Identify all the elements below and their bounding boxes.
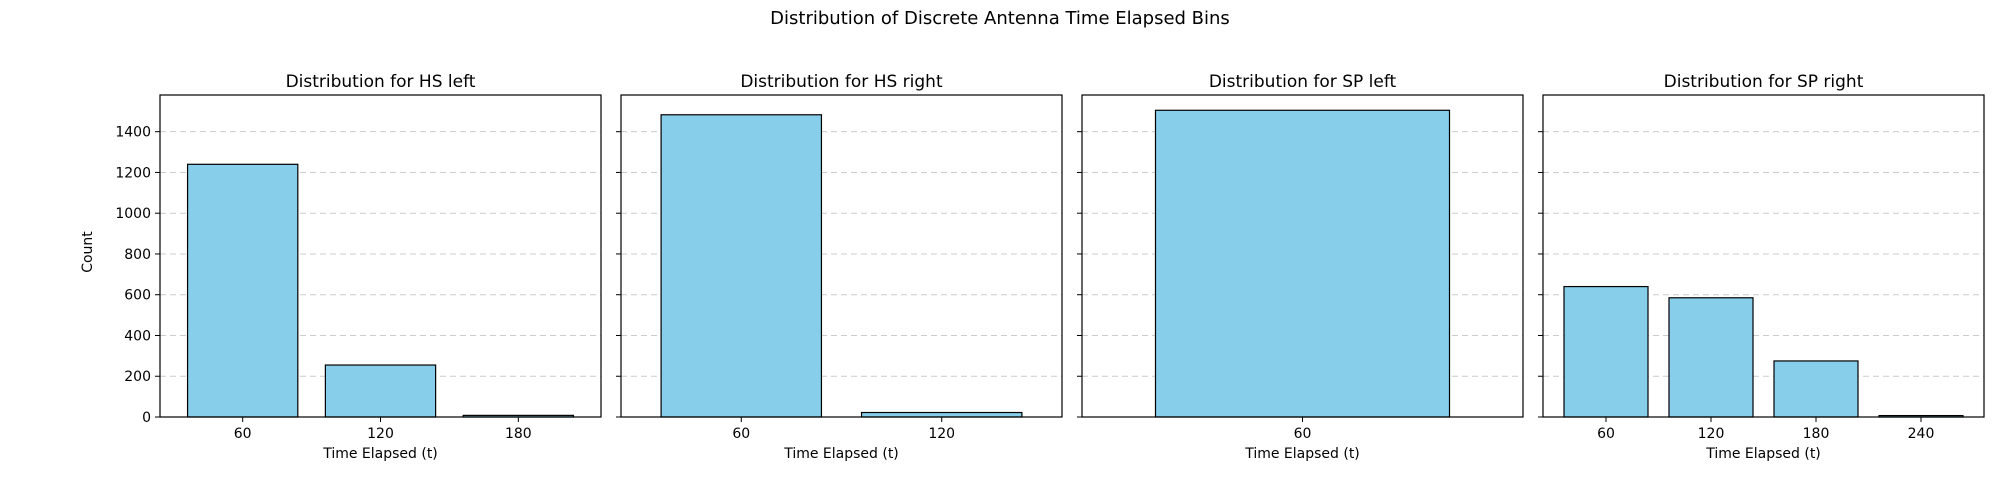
x-tick-label: 60 (732, 426, 750, 442)
subplot-1: 0 200 400 600 800 1000 1200 1400 60 120 180 Distrib… (115, 72, 602, 462)
y-axis-label: Count (80, 231, 96, 273)
subplot-3: 60 Distribution for SP left Time Elapsed (… (1077, 72, 1524, 462)
figure-title: Distribution of Discrete Antenna Time El… (770, 8, 1230, 29)
x-tick-label: 180 (505, 426, 532, 442)
bar-120 (324, 364, 437, 418)
y-tick-label: 1400 (115, 125, 151, 141)
x-tick-label: 120 (928, 426, 955, 442)
x-tick-label: 60 (1597, 426, 1615, 442)
subplot-2: 60 120 Distribution for HS right Time Elaps… (616, 72, 1063, 462)
bar-120 (860, 411, 1023, 418)
x-axis-label: Time Elapsed (t) (1244, 446, 1360, 462)
x-tick-label: 120 (367, 426, 394, 442)
x-axis-label: Time Elapsed (t) (322, 446, 438, 462)
x-tick-label: 180 (1803, 426, 1830, 442)
bar-60 (1154, 109, 1451, 418)
subplot-title: Distribution for HS right (740, 72, 943, 92)
bar-60 (660, 114, 823, 418)
subplot-title: Distribution for SP right (1664, 72, 1864, 92)
subplot-4: 60 120 180 240 Distribution for SP right Time… (1538, 72, 1985, 462)
y-tick-label: 200 (124, 369, 151, 385)
x-axis-label: Time Elapsed (t) (1705, 446, 1821, 462)
y-tick-label: 0 (142, 410, 151, 426)
x-tick-label: 60 (1294, 426, 1312, 442)
bar-60 (186, 163, 299, 418)
subplot-title: Distribution for HS left (286, 72, 476, 92)
subplot-title: Distribution for SP left (1209, 72, 1397, 92)
x-tick-label: 240 (1908, 426, 1935, 442)
axes-frame (620, 94, 1063, 418)
x-tick-label: 120 (1698, 426, 1725, 442)
bar-120 (1668, 297, 1754, 418)
y-tick-label: 1000 (115, 206, 151, 222)
bar-180 (1773, 360, 1859, 418)
x-tick-label: 60 (234, 426, 252, 442)
subplots: 0 200 400 600 800 1000 1200 1400 60 120 180 Distrib… (115, 72, 1985, 462)
y-tick-label: 600 (124, 288, 151, 304)
y-tick-label: 800 (124, 247, 151, 263)
x-axis-label: Time Elapsed (t) (783, 446, 899, 462)
y-tick-label: 1200 (115, 165, 151, 181)
axes-frame (1542, 94, 1985, 418)
bar-60 (1563, 285, 1649, 418)
y-tick-label: 400 (124, 328, 151, 344)
